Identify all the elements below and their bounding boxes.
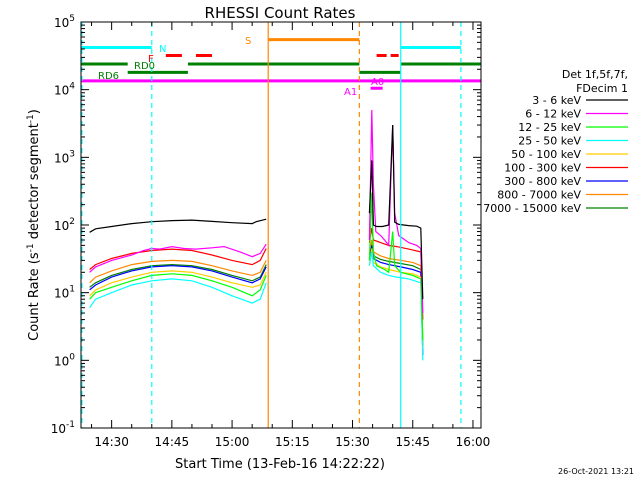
legend-label: 7000 - 15000 keV bbox=[483, 202, 581, 215]
y-tick-label: 10-1 bbox=[51, 420, 75, 436]
legend-header-decim: FDecim 1 bbox=[576, 82, 628, 95]
flag-label-rd6: RD6 bbox=[98, 71, 119, 82]
series-line bbox=[89, 218, 267, 233]
x-tick-label: 15:45 bbox=[395, 435, 430, 449]
x-axis-label: Start Time (13-Feb-16 14:22:22) bbox=[175, 457, 385, 472]
y-tick-label: 103 bbox=[54, 149, 75, 165]
axes: 10-1 100 101 102 103 104 105 14:30 14:45 15:00 15:… bbox=[51, 14, 491, 449]
y-tick-label: 102 bbox=[54, 217, 75, 233]
series-lines bbox=[89, 109, 424, 361]
y-tick-label: 104 bbox=[54, 82, 75, 98]
flag-label-a0: A0 bbox=[371, 77, 384, 88]
timestamp: 26-Oct-2021 13:21 bbox=[558, 467, 634, 476]
y-tick-label: 105 bbox=[54, 14, 75, 30]
legend-label: 3 - 6 keV bbox=[532, 94, 581, 107]
flag-bars bbox=[81, 38, 481, 90]
series-line bbox=[89, 278, 267, 309]
series-line bbox=[368, 192, 424, 341]
x-tick-label: 16:00 bbox=[456, 435, 491, 449]
chart-title: RHESSI Count Rates bbox=[205, 4, 356, 22]
flag-label-s: S bbox=[245, 36, 251, 47]
y-axis-label: Count Rate (s-1 detector segment-1) bbox=[26, 109, 42, 341]
flag-label-rd0: RD0 bbox=[134, 61, 155, 72]
series-line bbox=[89, 243, 267, 273]
flag-label-n: N bbox=[159, 44, 166, 55]
series-line bbox=[89, 273, 267, 300]
x-tick-label: 15:30 bbox=[335, 435, 370, 449]
legend-label: 6 - 12 keV bbox=[525, 108, 581, 121]
x-tick-label: 14:45 bbox=[155, 435, 190, 449]
y-tick-label: 100 bbox=[54, 352, 75, 368]
flag-labels: N F S RD0 RD6 A1 A0 bbox=[98, 36, 384, 98]
legend-header-detectors: Det 1f,5f,7f, bbox=[562, 68, 628, 81]
series-line bbox=[368, 239, 424, 341]
series-line bbox=[89, 265, 267, 291]
series-line bbox=[368, 124, 424, 300]
series-line bbox=[89, 270, 267, 297]
series-line bbox=[368, 251, 424, 361]
legend-label: 100 - 300 keV bbox=[504, 162, 581, 175]
x-tick-label: 15:15 bbox=[275, 435, 310, 449]
legend-label: 12 - 25 keV bbox=[518, 121, 581, 134]
legend-label: 50 - 100 keV bbox=[511, 148, 581, 161]
y-tick-label: 101 bbox=[54, 285, 75, 301]
series-line bbox=[89, 259, 267, 284]
legend-label: 800 - 7000 keV bbox=[497, 189, 581, 202]
legend-label: 25 - 50 keV bbox=[518, 135, 581, 148]
flag-label-a1: A1 bbox=[344, 87, 357, 98]
legend-label: 300 - 800 keV bbox=[504, 175, 581, 188]
flag-label-f: F bbox=[148, 54, 154, 65]
x-tick-label: 14:30 bbox=[94, 435, 129, 449]
x-tick-label: 15:00 bbox=[215, 435, 250, 449]
series-line bbox=[89, 248, 267, 270]
series-line bbox=[89, 263, 267, 288]
